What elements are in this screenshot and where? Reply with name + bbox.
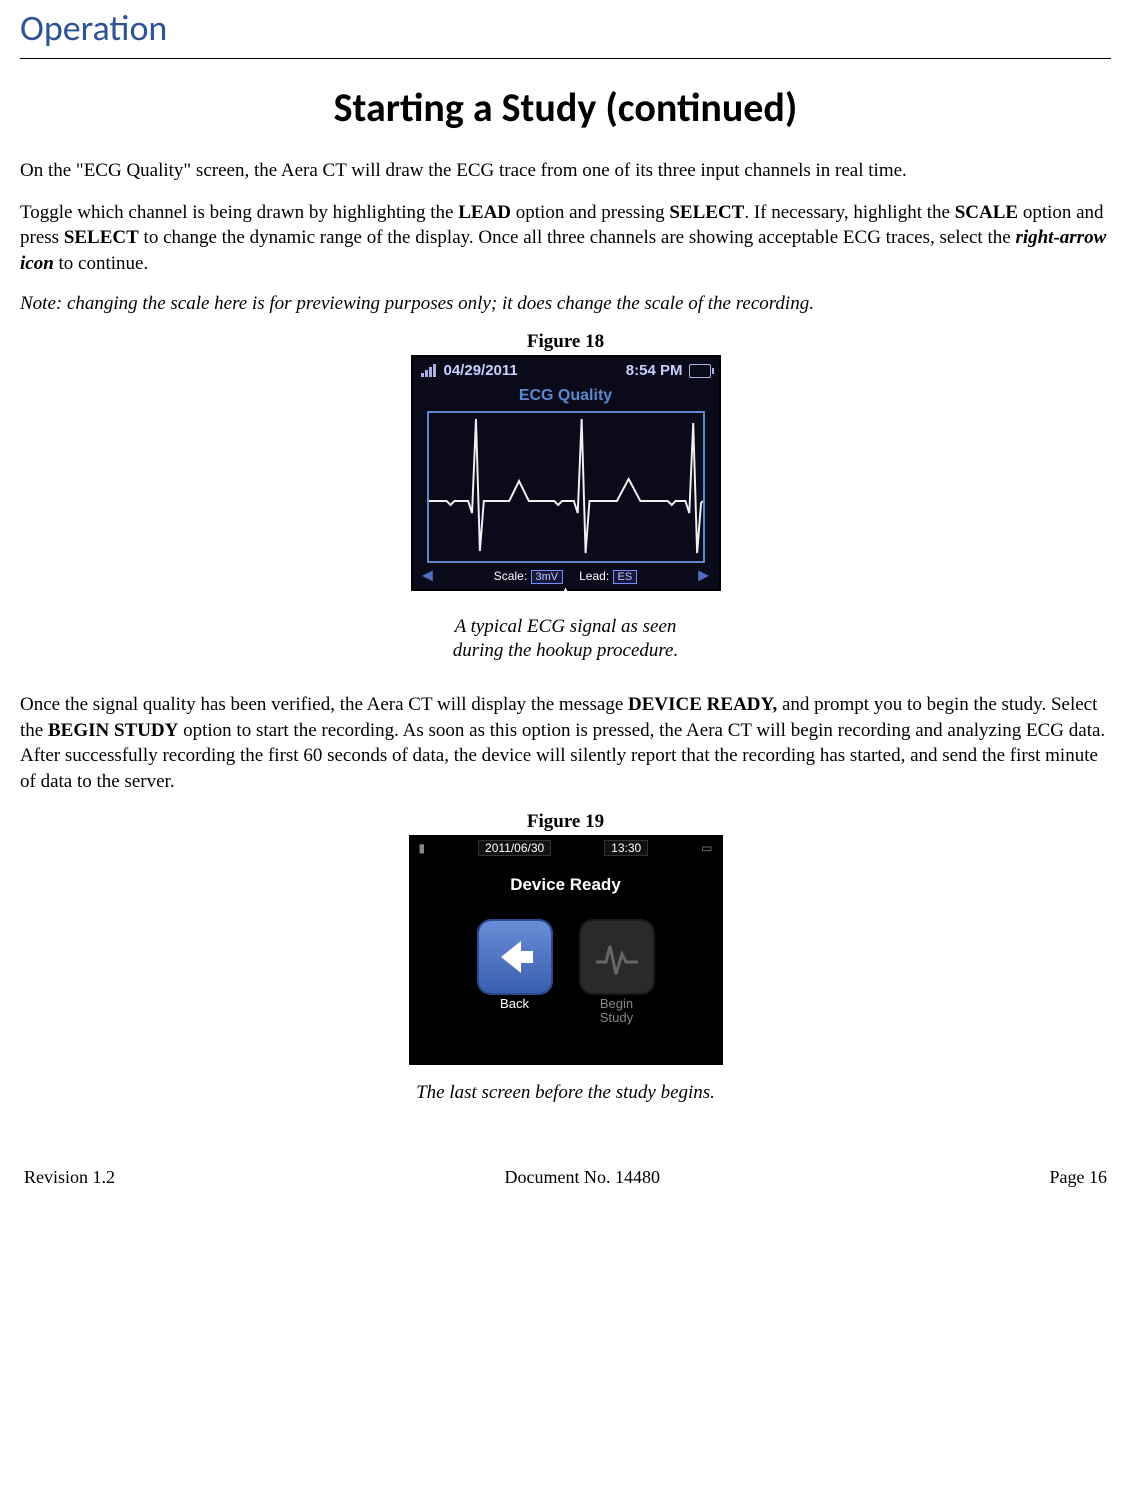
status-bar: ▮ 2011/06/30 13:30 ▭ [411, 837, 721, 859]
begin-study-button[interactable]: Begin Study [573, 921, 661, 1026]
figure-19: ▮ 2011/06/30 13:30 ▭ Device Ready Back [20, 835, 1111, 1106]
device-ready-screen: ▮ 2011/06/30 13:30 ▭ Device Ready Back [409, 835, 723, 1065]
left-arrow-icon[interactable]: ◄ [419, 565, 437, 586]
signal-icon [421, 364, 436, 377]
back-icon [479, 921, 551, 993]
signal-icon: ▮ [419, 841, 426, 855]
ecg-plot [427, 411, 705, 563]
page-title: Starting a Study (continued) [20, 83, 1111, 132]
figure-18-label: Figure 18 [20, 331, 1111, 353]
text: to continue. [54, 253, 148, 274]
lead-value[interactable]: ES [613, 570, 638, 584]
scale-value[interactable]: 3mV [531, 570, 564, 584]
device-ready-msg: DEVICE READY, [628, 694, 777, 715]
document-number: Document No. 14480 [505, 1167, 660, 1188]
figure-18: 04/29/2011 8:54 PM ECG Quality ◄ Scale: … [20, 355, 1111, 664]
lead-option: LEAD [458, 202, 511, 223]
note: Note: changing the scale here is for pre… [20, 293, 1111, 315]
device-ready-title: Device Ready [411, 875, 721, 895]
begin-study-label: Begin Study [573, 997, 661, 1026]
ecg-trace [429, 413, 703, 561]
page-number: Page 16 [1050, 1167, 1108, 1188]
begin-study-icon [581, 921, 653, 993]
figure-19-label: Figure 19 [20, 811, 1111, 833]
status-date: 2011/06/30 [478, 840, 551, 856]
status-time: 8:54 PM [626, 362, 683, 379]
text: . If necessary, highlight the [744, 202, 954, 223]
text: option and pressing [511, 202, 669, 223]
back-button[interactable]: Back [471, 921, 559, 1026]
left-arrow-icon [491, 933, 539, 981]
text: Once the signal quality has been verifie… [20, 694, 628, 715]
para-2: Toggle which channel is being drawn by h… [20, 200, 1111, 277]
button-row: Back Begin Study [411, 921, 721, 1026]
status-date: 04/29/2011 [444, 362, 518, 379]
ecg-icon [592, 932, 642, 982]
ecg-options-bar: ◄ Scale: 3mV Lead: ES ► [413, 567, 719, 585]
scale-label: Scale: 3mV [494, 569, 563, 583]
figure-18-caption: A typical ECG signal as seen during the … [20, 615, 1111, 664]
caption-line-1: A typical ECG signal as seen [455, 616, 677, 637]
text: option to start the recording. As soon a… [20, 720, 1105, 792]
battery-icon [689, 364, 711, 378]
scale-option: SCALE [955, 202, 1018, 223]
text: Lead: [579, 569, 609, 583]
divider [20, 58, 1111, 59]
lead-label: Lead: ES [579, 569, 637, 583]
selection-indicator-icon: ▲ [413, 585, 719, 597]
status-bar: 04/29/2011 8:54 PM [413, 357, 719, 385]
begin-study-option: BEGIN STUDY [48, 720, 178, 741]
ecg-quality-screen: 04/29/2011 8:54 PM ECG Quality ◄ Scale: … [411, 355, 721, 591]
footer: Revision 1.2 Document No. 14480 Page 16 [20, 1167, 1111, 1188]
para-1: On the "ECG Quality" screen, the Aera CT… [20, 158, 1111, 184]
section-header: Operation [20, 6, 1111, 50]
select-key-2: SELECT [64, 227, 139, 248]
right-arrow-icon[interactable]: ► [695, 565, 713, 586]
status-time: 13:30 [604, 840, 648, 856]
text: to change the dynamic range of the displ… [139, 227, 1016, 248]
revision: Revision 1.2 [24, 1167, 115, 1188]
text: Toggle which channel is being drawn by h… [20, 202, 458, 223]
ecg-title: ECG Quality [413, 387, 719, 405]
figure-19-caption: The last screen before the study begins. [20, 1081, 1111, 1106]
text: Study [600, 1010, 633, 1025]
text: Scale: [494, 569, 527, 583]
battery-icon: ▭ [701, 841, 712, 855]
text: Begin [600, 996, 633, 1011]
select-key: SELECT [669, 202, 744, 223]
caption-line-2: during the hookup procedure. [453, 640, 679, 661]
para-3: Once the signal quality has been verifie… [20, 692, 1111, 795]
back-label: Back [471, 997, 559, 1011]
